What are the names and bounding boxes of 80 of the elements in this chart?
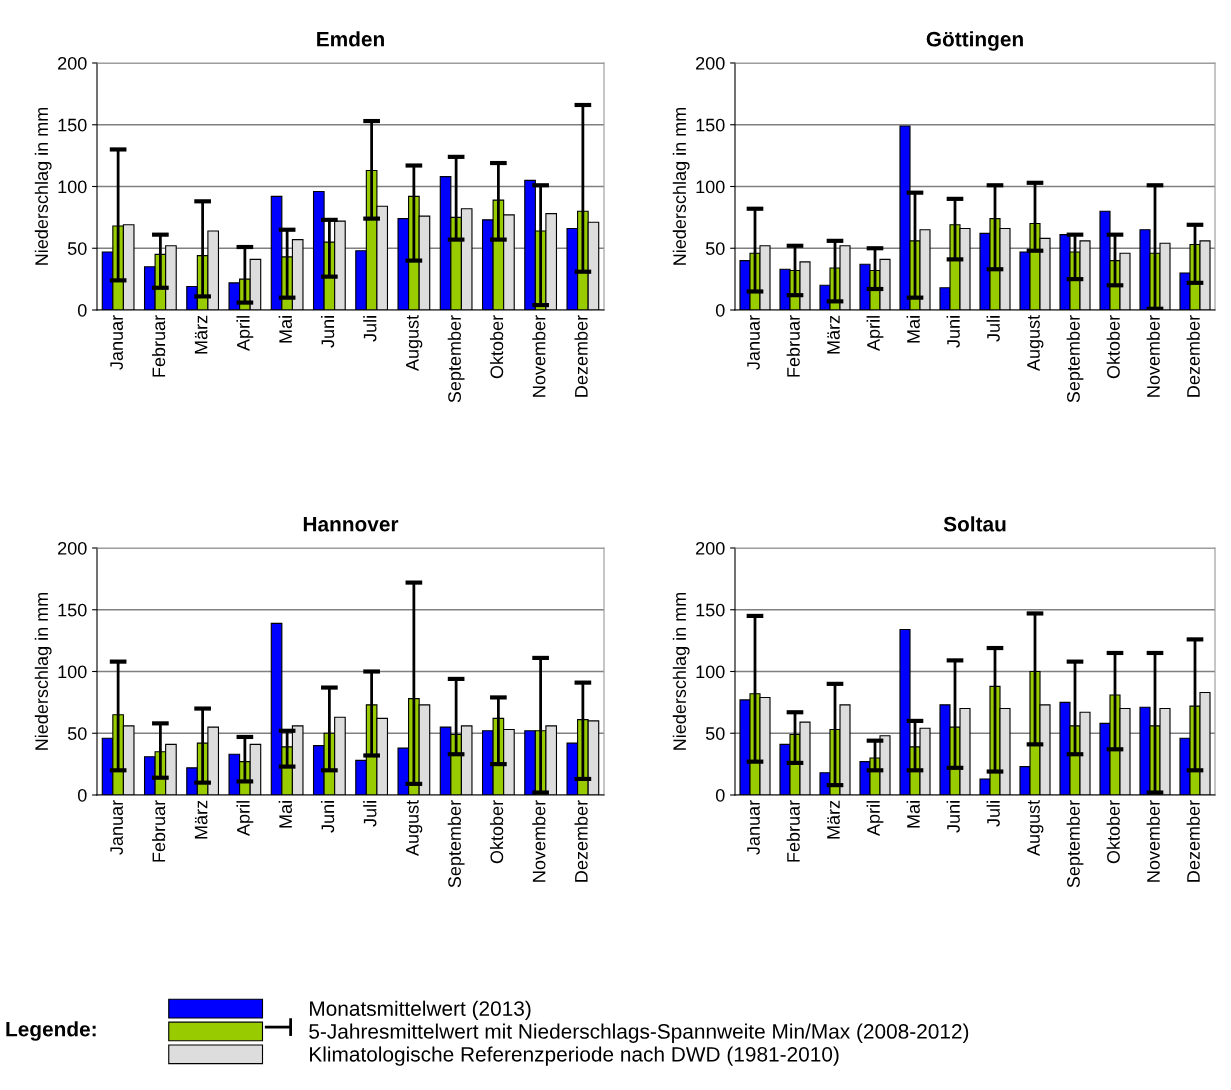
x-tick-label: November: [1146, 800, 1160, 882]
y-tick-label: 0: [77, 303, 87, 317]
x-tick-label: September: [1066, 800, 1084, 888]
x-tick-label: Juli: [363, 316, 377, 342]
y-tick-label: 0: [77, 788, 87, 802]
y-axis-title: Niederschlag in mm: [34, 107, 52, 265]
x-tick-label: Oktober: [489, 800, 504, 864]
y-tick-label: 50: [705, 242, 725, 255]
y-axis-title: Niederschlag in mm: [672, 592, 690, 750]
x-tick-label: Juli: [986, 801, 1000, 827]
x-tick-label: Juni: [320, 801, 335, 833]
x-tick-label: November: [532, 315, 546, 397]
x-tick-label: September: [447, 315, 465, 403]
x-tick-label: August: [1027, 314, 1044, 372]
x-tick-label: August: [1027, 799, 1044, 857]
x-tick-label: August: [406, 314, 423, 372]
x-tick-label: Januar: [110, 800, 123, 855]
y-tick-label: 100: [696, 180, 725, 194]
x-tick-label: April: [236, 801, 254, 836]
y-tick-label: 150: [58, 118, 87, 132]
x-tick-label: August: [406, 799, 423, 857]
x-tick-label: Februar: [151, 315, 166, 377]
x-tick-label: Februar: [151, 800, 166, 862]
x-tick-label: September: [447, 800, 465, 888]
x-tick-label: Juni: [320, 316, 335, 348]
x-tick-label: November: [1146, 315, 1160, 397]
y-tick-label: 150: [696, 118, 725, 132]
x-tick-label: Januar: [747, 315, 760, 370]
x-tick-label: Dezember: [1186, 800, 1200, 882]
legend-label: Klimatologische Referenzperiode nach DWD (1981-2010): [310, 1046, 839, 1066]
x-tick-label: Mai: [278, 316, 292, 343]
legend-label: Monatsmittelwert (2013): [310, 1000, 531, 1021]
x-tick-label: Januar: [110, 315, 123, 370]
y-axis-title: Niederschlag in mm: [34, 592, 52, 750]
x-tick-label: Juli: [363, 801, 377, 827]
x-tick-label: Oktober: [1106, 315, 1120, 379]
chart-title: Emden: [317, 31, 384, 47]
x-tick-label: Mai: [906, 316, 920, 343]
x-tick-label: April: [866, 316, 884, 351]
y-tick-label: 100: [58, 665, 87, 679]
x-tick-label: Dezember: [574, 800, 588, 882]
chart-title: Göttingen: [926, 31, 1023, 51]
y-tick-label: 100: [696, 665, 725, 679]
y-axis-title: Niederschlag in mm: [672, 107, 690, 265]
y-tick-label: 0: [715, 788, 725, 802]
x-tick-label: April: [236, 316, 254, 351]
x-tick-label: Dezember: [1186, 315, 1200, 397]
chart-title: Hannover: [303, 517, 399, 532]
y-tick-label: 200: [696, 541, 725, 555]
x-tick-label: Februar: [786, 315, 800, 377]
y-tick-label: 150: [696, 603, 725, 617]
y-tick-label: 50: [67, 242, 87, 255]
x-tick-label: Juli: [986, 316, 1000, 342]
x-tick-label: Oktober: [489, 315, 504, 379]
y-tick-label: 150: [58, 603, 87, 617]
x-tick-label: Mai: [906, 801, 920, 828]
x-tick-label: März: [194, 800, 208, 839]
x-tick-label: Dezember: [574, 315, 588, 397]
y-tick-label: 200: [696, 56, 725, 70]
x-tick-label: März: [194, 315, 208, 354]
chart-title: Soltau: [943, 516, 1006, 532]
y-tick-label: 50: [705, 727, 725, 740]
x-tick-label: November: [532, 800, 546, 882]
y-tick-label: 200: [58, 56, 87, 70]
x-tick-label: März: [827, 315, 840, 354]
x-tick-label: Juni: [946, 801, 960, 833]
x-tick-label: Januar: [747, 800, 760, 855]
legend-label: 5-Jahresmittelwert mit Niederschlags-Spannweite Min/Max (2008-2012): [309, 1023, 969, 1043]
x-tick-label: Juni: [946, 316, 960, 348]
x-tick-label: Mai: [278, 801, 292, 828]
x-tick-label: Februar: [786, 800, 800, 862]
y-tick-label: 200: [58, 541, 87, 555]
legend-title: Legende:: [6, 1021, 96, 1041]
x-tick-label: September: [1066, 315, 1084, 403]
x-tick-label: April: [866, 801, 884, 836]
y-tick-label: 50: [67, 727, 87, 740]
x-tick-label: März: [827, 800, 840, 839]
x-tick-label: Oktober: [1106, 800, 1120, 864]
y-tick-label: 0: [715, 303, 725, 317]
y-tick-label: 100: [58, 180, 87, 194]
